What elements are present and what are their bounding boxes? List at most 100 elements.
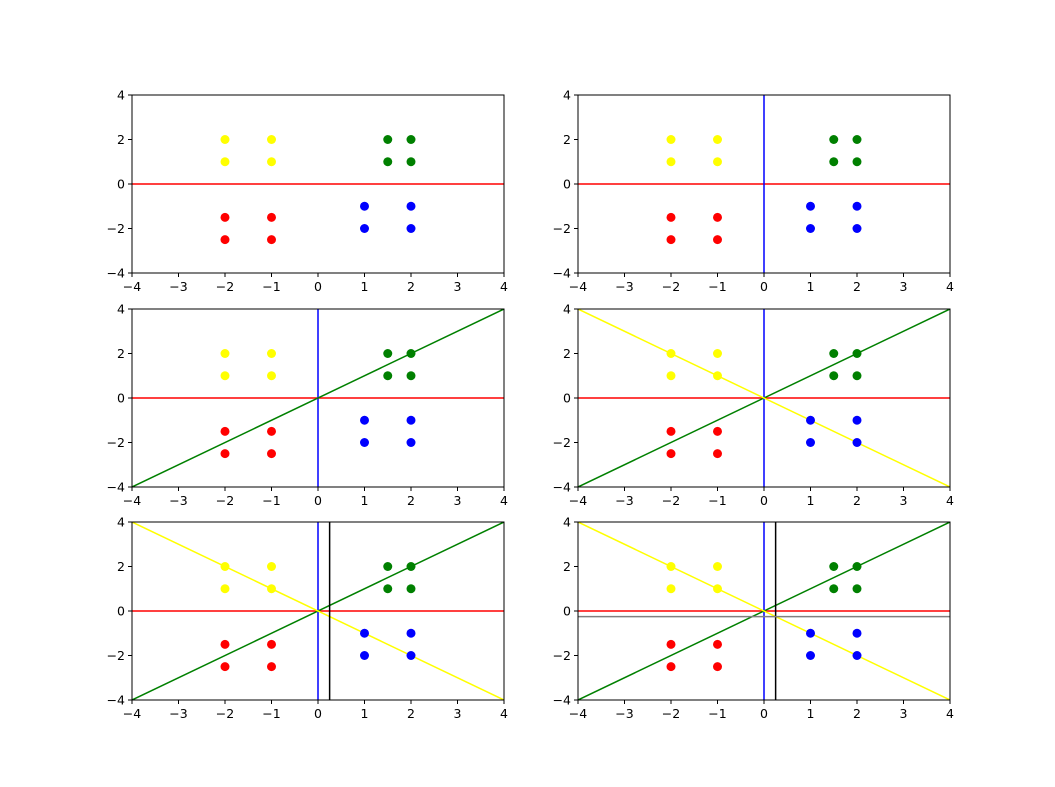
subplot-4: −4 −3 −2 −1 0 1 2 3 4 4 2 0 −2 −4	[553, 302, 954, 509]
data-point-s4-p3	[360, 438, 369, 447]
data-point-s3-p1	[666, 639, 676, 649]
boundary-line-4	[578, 522, 950, 700]
data-point-s4-p2	[852, 628, 862, 638]
x-tick-label: 4	[500, 706, 508, 721]
data-point-s2-p3	[829, 584, 839, 594]
data-point-s2-p2	[852, 562, 862, 571]
data-point-s4-p4	[852, 224, 862, 233]
data-point-s2-p3	[383, 371, 393, 381]
y-tick-label: −4	[553, 480, 571, 495]
data-point-s3-p4	[713, 235, 722, 245]
data-point-s3-p4	[713, 449, 722, 459]
data-point-s1-p4	[267, 584, 276, 594]
data-point-s2-p1	[383, 135, 393, 144]
x-tick-label: 1	[807, 493, 815, 508]
x-tick-label: −4	[569, 493, 587, 508]
y-tick-label: 0	[117, 177, 125, 192]
data-point-s4-p4	[852, 438, 862, 447]
y-tick-label: 2	[117, 132, 125, 147]
data-point-s2-p3	[829, 157, 839, 167]
x-tick-label: 0	[314, 279, 322, 294]
x-tick-label: 4	[946, 493, 954, 508]
data-point-s1-p1	[666, 349, 676, 358]
subplot-2: −4 −3 −2 −1 0 1 2 3 4 4 2 0 −2 −4	[553, 88, 954, 295]
data-point-s4-p2	[852, 415, 862, 425]
data-point-s1-p1	[220, 349, 230, 358]
data-point-s1-p3	[220, 371, 230, 381]
data-point-s1-p4	[713, 371, 722, 381]
data-point-s3-p2	[713, 639, 722, 649]
y-tick-label: 2	[563, 559, 571, 574]
x-tick-label: 4	[500, 279, 508, 294]
y-tick-label: −4	[107, 693, 125, 708]
data-point-s3-p2	[267, 639, 276, 649]
data-point-s1-p1	[220, 562, 230, 571]
data-point-s2-p2	[852, 135, 862, 144]
data-point-s4-p1	[806, 201, 815, 211]
data-point-s1-p3	[220, 584, 230, 594]
x-tick-label: 2	[407, 279, 415, 294]
data-point-s4-p3	[360, 651, 369, 660]
data-point-s3-p1	[666, 212, 676, 222]
x-tick-label: −4	[569, 706, 587, 721]
x-tick-label: −1	[708, 493, 726, 508]
data-point-s4-p4	[406, 651, 416, 660]
data-point-s4-p4	[852, 651, 862, 660]
y-tick-label: 0	[563, 391, 571, 406]
y-tick-label: −2	[553, 435, 571, 450]
data-point-s1-p2	[267, 135, 276, 144]
x-tick-label: 2	[407, 493, 415, 508]
data-point-s1-p1	[666, 562, 676, 571]
x-tick-label: −2	[216, 493, 234, 508]
x-tick-label: 0	[760, 493, 768, 508]
data-point-s1-p2	[267, 349, 276, 358]
x-tick-label: −1	[708, 706, 726, 721]
x-tick-label: 4	[946, 706, 954, 721]
data-point-s4-p1	[360, 415, 369, 425]
data-point-s3-p1	[220, 639, 230, 649]
data-point-s1-p4	[267, 157, 276, 167]
x-tick-label: −1	[708, 279, 726, 294]
boundary-line-4	[132, 522, 504, 700]
data-point-s1-p2	[713, 562, 722, 571]
boundary-line-4	[578, 309, 950, 487]
x-tick-label: −4	[123, 493, 141, 508]
data-point-s4-p3	[806, 438, 815, 447]
x-tick-label: 2	[407, 706, 415, 721]
data-point-s2-p4	[406, 371, 416, 381]
x-tick-label: 2	[853, 279, 861, 294]
x-tick-label: 1	[807, 279, 815, 294]
data-point-s3-p1	[666, 426, 676, 436]
x-tick-label: 4	[946, 279, 954, 294]
subplot-1: −4 −3 −2 −1 0 1 2 3 4 4 2 0 −2 −4	[107, 88, 508, 295]
data-point-s2-p1	[829, 349, 839, 358]
x-tick-label: −1	[262, 279, 280, 294]
data-point-s1-p1	[666, 135, 676, 144]
subplot-6: −4 −3 −2 −1 0 1 2 3 4 4 2 0 −2 −4	[553, 515, 954, 722]
y-tick-label: 4	[563, 302, 571, 317]
y-tick-label: 2	[563, 132, 571, 147]
data-point-s2-p4	[852, 584, 862, 594]
x-tick-label: 2	[853, 706, 861, 721]
y-tick-label: 4	[563, 515, 571, 530]
data-point-s3-p3	[666, 235, 676, 245]
data-point-s1-p4	[267, 371, 276, 381]
subplot-3: −4 −3 −2 −1 0 1 2 3 4 4 2 0 −2 −4	[107, 302, 508, 509]
data-point-s3-p3	[666, 449, 676, 459]
y-tick-label: −4	[107, 480, 125, 495]
data-point-s3-p1	[220, 212, 230, 222]
data-point-s1-p4	[713, 584, 722, 594]
y-tick-label: −2	[107, 648, 125, 663]
x-tick-label: −2	[662, 706, 680, 721]
y-tick-label: −2	[553, 221, 571, 236]
x-tick-label: 3	[454, 493, 462, 508]
data-point-s2-p3	[383, 157, 393, 167]
y-tick-label: 4	[563, 88, 571, 103]
y-tick-label: 0	[117, 391, 125, 406]
y-tick-label: −2	[553, 648, 571, 663]
data-point-s1-p3	[666, 584, 676, 594]
data-point-s4-p1	[360, 628, 369, 638]
data-point-s1-p3	[666, 157, 676, 167]
data-point-s3-p4	[267, 449, 276, 459]
x-tick-label: −1	[262, 493, 280, 508]
